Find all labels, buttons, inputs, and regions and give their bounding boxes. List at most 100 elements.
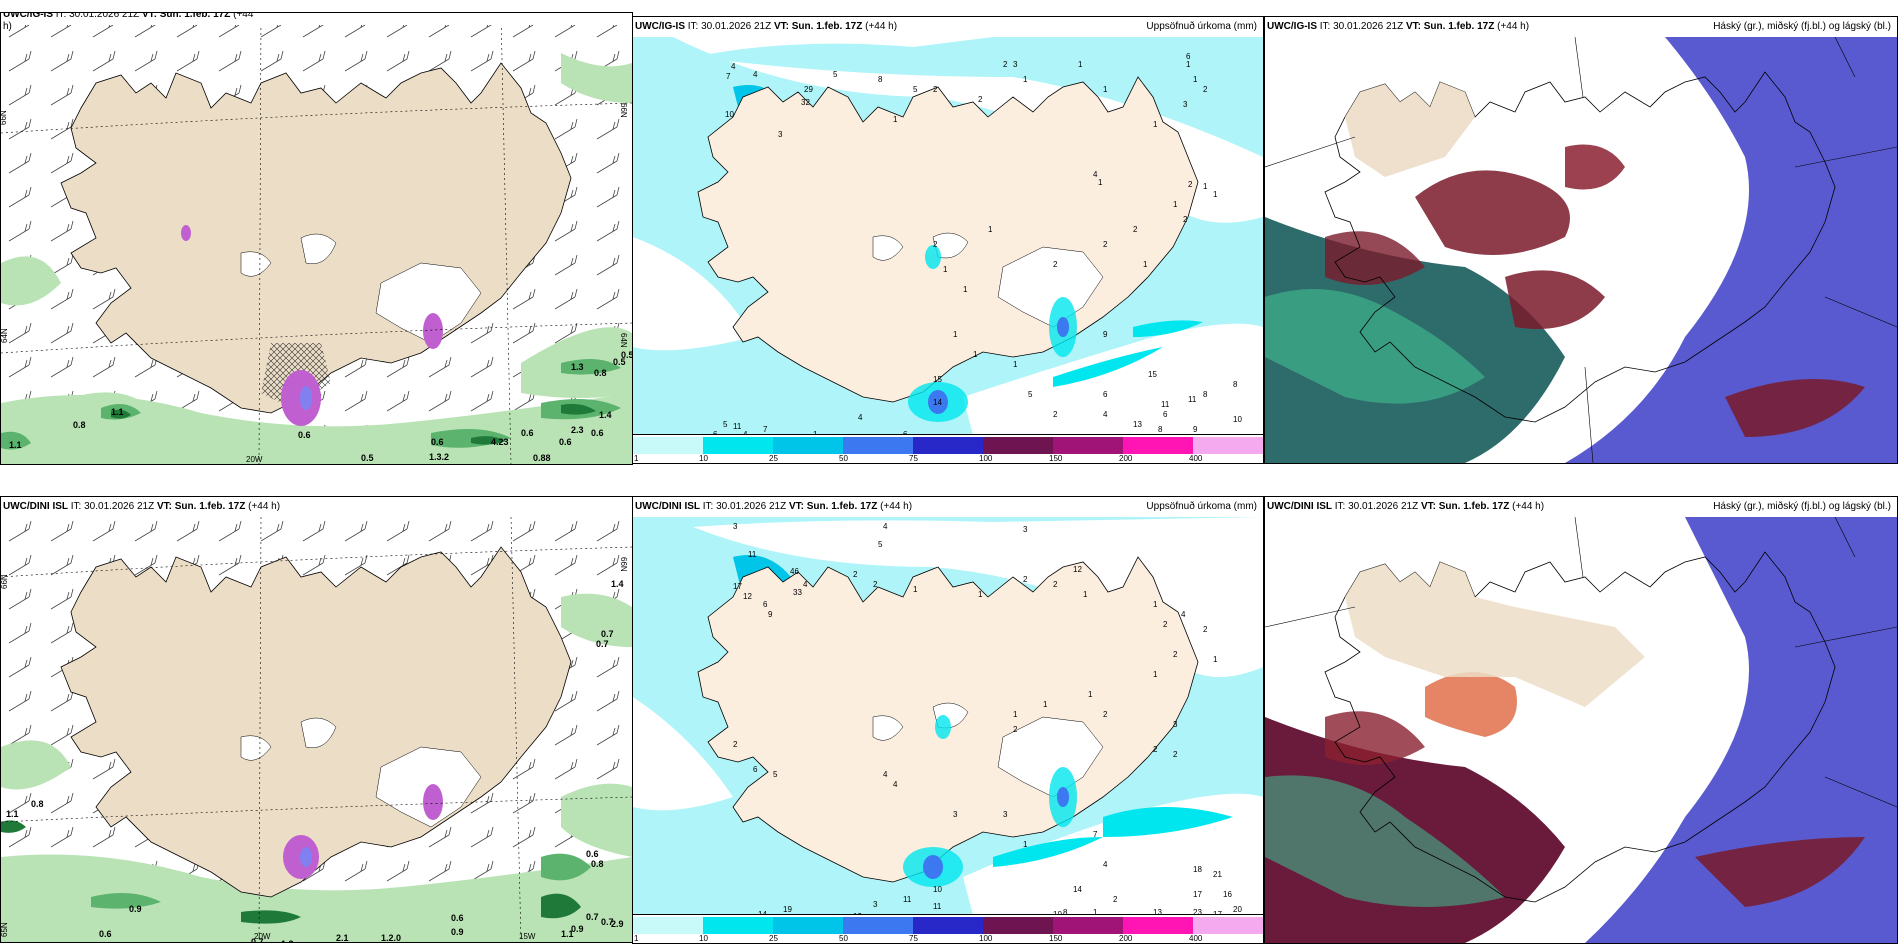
map-value-label: 15 [1148, 370, 1157, 379]
map-value-label: 4 [883, 770, 888, 779]
map-value-label: 5 [913, 85, 918, 94]
map-value-label: 3 [1003, 810, 1008, 819]
map-value-label: 1 [1098, 178, 1103, 187]
map-value-label: 1.2.0 [381, 933, 401, 942]
map-value-label: 1 [1083, 590, 1088, 599]
iceland-outline [1324, 551, 1836, 903]
map-value-label: 1 [1023, 840, 1028, 849]
map-value-label: 0.6 [559, 437, 572, 447]
glaciers [872, 232, 1104, 328]
map-value-label: 5 [723, 420, 728, 429]
map-value-label: 1.4 [611, 579, 624, 589]
model-name: UWC/IG-IS [635, 21, 685, 32]
precip-shading-dark [111, 403, 596, 445]
map-value-label: 0.88 [533, 453, 551, 463]
graticule [1, 13, 632, 464]
lat-label: 65N [1, 922, 9, 937]
map-value-label: 8 [1158, 425, 1163, 434]
colorbar-tick: 50 [839, 934, 848, 943]
map-value-label: 1 [1043, 700, 1048, 709]
map-value-label: 0.9 [451, 927, 464, 937]
map-value-label: 1.4 [599, 410, 612, 420]
wind-map-svg: 1.1 0.8 1.1 0.6 0.6 1.3.2 4.23 0.6 0.5 0.88 0.6 0.6… [1, 13, 632, 464]
map-value-label: 2.3 [571, 425, 584, 435]
map-value-label: 8 [878, 75, 883, 84]
map-value-label: 1 [1186, 60, 1191, 69]
map-value-label: 20 [1233, 905, 1242, 914]
map-value-label: 3 [953, 810, 958, 819]
map-value-label: 1 [1173, 200, 1178, 209]
map-value-label: 2 [1133, 225, 1138, 234]
map-value-label: 1 [1023, 75, 1028, 84]
colorbar-tick: 150 [1049, 454, 1063, 463]
graticule [1, 517, 632, 942]
map-value-label: 23 [1193, 908, 1202, 915]
valid-label: VT: [1420, 501, 1436, 512]
colorbar-swatch [1193, 917, 1263, 934]
glaciers [240, 233, 482, 344]
map-value-label: 4 [1181, 610, 1186, 619]
valid-label: VT: [773, 21, 789, 32]
colorbar-tick: 200 [1119, 454, 1133, 463]
map-value-label: 4 [893, 780, 898, 789]
map-value-label: 1 [1103, 85, 1108, 94]
map-value-label: 0.8 [31, 799, 44, 809]
map-value-label: 5 [833, 70, 838, 79]
lead-time: (+44 h) [865, 21, 898, 32]
valid-label: VT: [788, 501, 804, 512]
colorbar-swatch [1123, 917, 1194, 934]
precip-shading-light [1, 593, 632, 942]
map-value-label: 14 [1073, 885, 1082, 894]
map-value-label: 11 [748, 550, 757, 559]
lead-time: (+44 h) [1512, 501, 1545, 512]
map-value-label: 1 [1093, 908, 1098, 915]
cloud-map [1265, 517, 1897, 943]
panel-bot-cloud: UWC/DINI ISL IT: 30.01.2026 21Z VT: Sun.… [1264, 496, 1898, 944]
map-value-label: 3 [733, 522, 738, 531]
map-value-label: 3 [778, 130, 783, 139]
map-value-label: 3 [1013, 60, 1018, 69]
precip-map: 3 4 3 11 17 12 46 33 6 9 5 2 4 2 1 2 1 2 12 1 1 2 4 2 1 2 1 1 1 1 2 2 2 3… [633, 517, 1263, 915]
map-value-label: 2 [853, 570, 858, 579]
lead-time-wrap: h) [3, 21, 12, 32]
map-value-label: 0.7 [586, 912, 599, 922]
map-value-label: 2 [1173, 650, 1178, 659]
map-value-label: 1.1 [111, 407, 124, 417]
colorbar: 1 10 25 50 75 100 150 200 400 [633, 914, 1263, 943]
map-value-label: 2 [1023, 575, 1028, 584]
map-value-label: 4 [858, 413, 863, 422]
panel-top-cloud: UWC/IG-IS IT: 30.01.2026 21Z VT: Sun. 1.… [1264, 16, 1898, 464]
map-title: Uppsöfnuð úrkoma (mm) [1146, 501, 1257, 512]
map-value-label: 1 [1153, 120, 1158, 129]
init-time: IT: 30.01.2026 21Z [1319, 21, 1404, 32]
wind-map: 0.81.10.60.90.71.22.11.2.00.60.90.70.70.… [1, 517, 632, 942]
map-value-label: 2 [1003, 60, 1008, 69]
map-value-label: 2 [1163, 620, 1168, 629]
map-value-label: 10 [933, 885, 942, 894]
map-value-label: 12 [743, 592, 752, 601]
valid-time: Sun. 1.feb. 17Z [1438, 501, 1510, 512]
valid-label: VT: [141, 12, 157, 20]
map-value-label: 0.6 [99, 929, 112, 939]
colorbar-tick: 25 [769, 454, 778, 463]
map-value-label: 2 [1203, 625, 1208, 634]
map-value-label: 2 [933, 240, 938, 249]
map-value-label: 1 [893, 115, 898, 124]
panel-top-wind: UWC/IG-IS IT: 30.01.2026 21Z VT: Sun. 1.… [0, 12, 633, 465]
map-value-label: 7 [726, 72, 731, 81]
map-value-label: 0.6 [521, 428, 534, 438]
map-value-label: 8 [1233, 380, 1238, 389]
map-value-label: 4 [1103, 410, 1108, 419]
lead-time: (+44 h) [1497, 21, 1530, 32]
map-value-label: 9 [768, 610, 773, 619]
map-value-label: 32 [801, 98, 810, 107]
map-value-label: 11 [1161, 400, 1170, 409]
init-time: IT: 30.01.2026 21Z [1334, 501, 1419, 512]
map-value-label: 2 [1013, 725, 1018, 734]
colorbar-tick: 100 [979, 454, 993, 463]
model-name: UWC/DINI ISL [3, 501, 68, 512]
lon-label: 20W [246, 455, 263, 464]
map-value-label: 4 [1093, 170, 1098, 179]
map-value-label: 7 [763, 425, 768, 434]
map-value-label: 0.7 [601, 917, 614, 927]
